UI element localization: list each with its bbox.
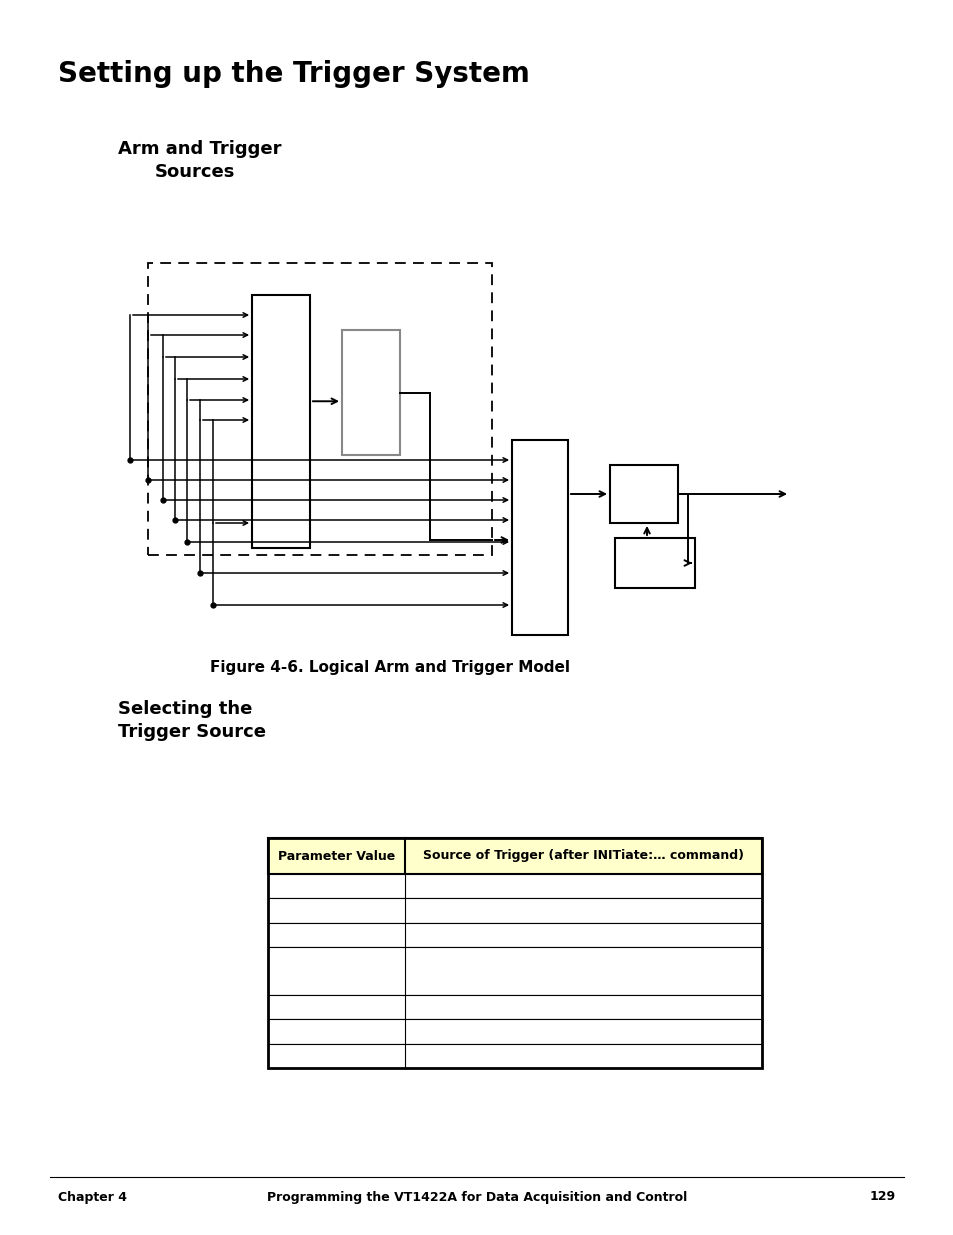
Text: Parameter Value: Parameter Value <box>277 850 395 862</box>
Bar <box>268 839 761 1068</box>
Bar <box>268 923 761 947</box>
Text: Figure 4-6. Logical Arm and Trigger Model: Figure 4-6. Logical Arm and Trigger Mode… <box>210 659 569 676</box>
Bar <box>615 538 695 588</box>
Text: 129: 129 <box>869 1191 895 1203</box>
Bar <box>341 330 399 454</box>
Bar <box>268 947 761 995</box>
Text: Arm and Trigger: Arm and Trigger <box>118 140 281 158</box>
Bar <box>268 1044 761 1068</box>
Text: Trigger Source: Trigger Source <box>118 722 266 741</box>
Text: Selecting the: Selecting the <box>118 700 253 718</box>
Bar <box>512 440 567 635</box>
Text: Sources: Sources <box>154 163 235 182</box>
Text: Programming the VT1422A for Data Acquisition and Control: Programming the VT1422A for Data Acquisi… <box>267 1191 686 1203</box>
Text: Source of Trigger (after INITiate:… command): Source of Trigger (after INITiate:… comm… <box>422 850 743 862</box>
Bar <box>268 839 761 874</box>
Bar <box>268 995 761 1019</box>
Bar <box>268 1019 761 1044</box>
Bar <box>609 466 678 522</box>
Text: Chapter 4: Chapter 4 <box>58 1191 127 1203</box>
Bar <box>252 295 310 548</box>
Bar <box>148 263 492 555</box>
Bar <box>268 898 761 923</box>
Bar <box>268 874 761 898</box>
Text: Setting up the Trigger System: Setting up the Trigger System <box>58 61 529 88</box>
